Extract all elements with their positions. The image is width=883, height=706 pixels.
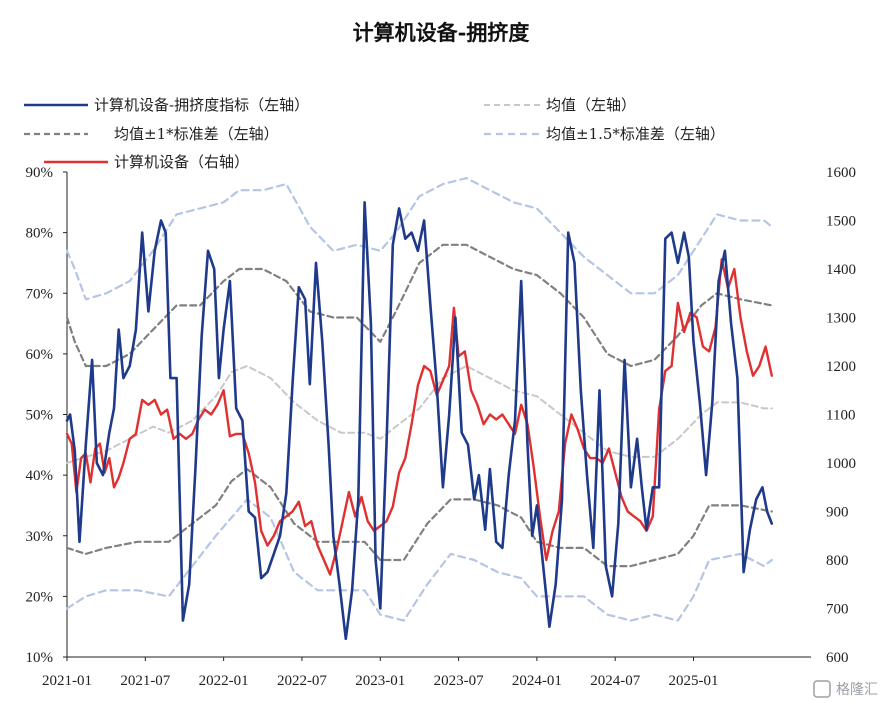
x-tick-label: 2023-01 [355, 673, 405, 689]
series-layer [65, 177, 774, 641]
legend-label-1std: 均值±1*标准差（左轴） [114, 125, 279, 143]
right-tick-label: 1300 [826, 311, 856, 327]
watermark-logo [813, 680, 831, 698]
series-line [65, 468, 773, 568]
right-tick-label: 1200 [826, 359, 856, 375]
legend-item-index: 计算机设备（右轴） [44, 153, 249, 171]
right-tick-label: 1100 [826, 408, 855, 424]
legend-label-crowding: 计算机设备-拥挤度指标（左轴） [94, 96, 309, 114]
left-tick-label: 80% [26, 226, 54, 242]
legend-label-mean: 均值（左轴） [546, 96, 636, 114]
legend: 计算机设备-拥挤度指标（左轴） 均值（左轴） 均值±1*标准差（左轴） 均值±1… [24, 96, 725, 171]
left-tick-label: 40% [26, 468, 54, 484]
x-tick-label: 2022-07 [277, 673, 327, 689]
right-tick-label: 1000 [826, 456, 856, 472]
right-tick-label: 1400 [826, 262, 856, 278]
series-line [65, 498, 773, 622]
left-tick-label: 60% [26, 347, 54, 363]
left-tick-label: 90% [26, 165, 54, 181]
right-tick-label: 1500 [826, 214, 856, 230]
legend-item-crowding: 计算机设备-拥挤度指标（左轴） [24, 96, 309, 114]
axes: 10% 20% 30% 40% 50% 60% 70% 80% 90% 600 700 800 900 1… [26, 165, 857, 689]
left-tick-label: 20% [26, 589, 54, 605]
right-tick-label: 800 [826, 553, 849, 569]
series-line [65, 243, 773, 368]
right-tick-label: 700 [826, 602, 849, 618]
x-tick-label: 2022-01 [199, 673, 249, 689]
right-tick-label: 900 [826, 505, 849, 521]
watermark: 格隆汇 [836, 682, 878, 698]
legend-item-mean: 均值（左轴） [484, 96, 636, 114]
legend-item-15std: 均值±1.5*标准差（左轴） [484, 125, 725, 143]
x-tick-label: 2023-07 [434, 673, 484, 689]
legend-item-1std: 均值±1*标准差（左轴） [24, 125, 279, 143]
x-tick-label: 2025-01 [669, 673, 719, 689]
left-tick-label: 30% [26, 529, 54, 545]
right-tick-label: 600 [826, 650, 849, 666]
x-tick-label: 2024-07 [590, 673, 640, 689]
left-tick-label: 50% [26, 408, 54, 424]
right-tick-label: 1600 [826, 165, 856, 181]
series-line [66, 365, 773, 464]
series-line [65, 201, 774, 641]
chart-title: 计算机设备-拥挤度 [353, 20, 530, 45]
left-tick-label: 70% [26, 286, 54, 302]
x-tick-label: 2021-01 [42, 673, 92, 689]
legend-label-15std: 均值±1.5*标准差（左轴） [546, 125, 725, 143]
x-tick-label: 2021-07 [120, 673, 170, 689]
series-line [65, 258, 773, 576]
x-tick-label: 2024-01 [512, 673, 562, 689]
legend-label-index: 计算机设备（右轴） [114, 153, 249, 171]
left-tick-label: 10% [26, 650, 54, 666]
